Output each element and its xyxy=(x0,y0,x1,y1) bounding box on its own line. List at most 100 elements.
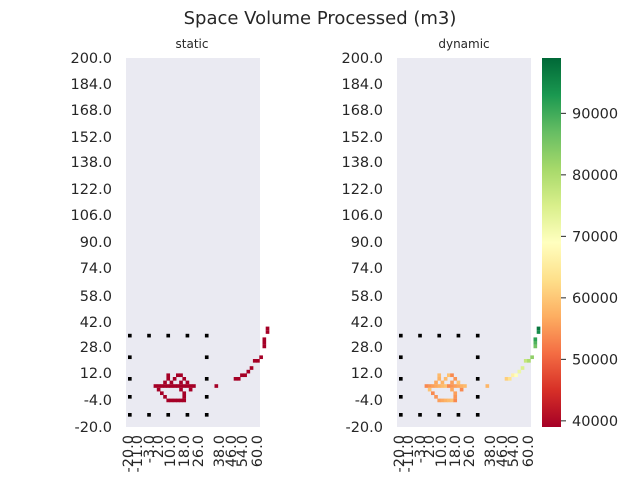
y-tick-label: 74.0 xyxy=(80,261,112,277)
heatmap-cell xyxy=(185,333,190,338)
heatmap-cell xyxy=(233,377,238,381)
heatmap-cell xyxy=(147,333,151,338)
heatmap-cell xyxy=(166,373,171,378)
heatmap-cell xyxy=(459,384,464,388)
x-tick-label: -11.0 xyxy=(401,435,417,473)
x-tick-label: 26.0 xyxy=(462,435,478,467)
heatmap-cell xyxy=(450,384,454,388)
heatmap-cell xyxy=(128,413,132,417)
x-tick-label: 46.0 xyxy=(224,435,240,467)
heatmap-cell xyxy=(533,344,538,349)
heatmap-cell xyxy=(265,330,270,334)
y-tick-label: 200.0 xyxy=(70,51,112,67)
heatmap-cell xyxy=(434,395,438,399)
x-tick-label: 18.0 xyxy=(448,435,464,467)
heatmap-cell xyxy=(447,398,451,403)
heatmap-cell xyxy=(204,333,209,338)
y-tick-label: 152.0 xyxy=(70,130,112,146)
heatmap-cell xyxy=(179,380,183,385)
heatmap-cell xyxy=(450,373,454,378)
panel-title-static: static xyxy=(176,37,209,51)
heatmap-cell xyxy=(475,377,480,381)
colorbar-tick-label: 50000 xyxy=(572,352,618,368)
heatmap-cell xyxy=(166,413,171,417)
y-tick-label: 90.0 xyxy=(351,235,383,251)
heatmap-cell xyxy=(166,333,171,338)
y-tick-label: 58.0 xyxy=(351,289,383,305)
heatmap-cell xyxy=(259,355,263,360)
x-tick-label: 2.0 xyxy=(151,435,167,458)
heatmap-cell xyxy=(453,398,458,403)
heatmap-cell xyxy=(179,387,183,392)
x-tick-label: 26.0 xyxy=(191,435,207,467)
heatmap-cell xyxy=(179,398,183,403)
heatmap-cell xyxy=(185,413,190,417)
heatmap-cell xyxy=(172,398,177,403)
heatmap-cell xyxy=(262,337,267,342)
colorbar-tick-labels: 40000 50000 60000 70000 80000 90000 xyxy=(561,106,618,430)
heatmap-cell xyxy=(459,387,464,392)
heatmap-cell xyxy=(399,377,403,381)
x-tick-label: 54.0 xyxy=(235,435,251,467)
heatmap-cell xyxy=(160,384,164,388)
y-tick-label: -20.0 xyxy=(345,420,383,436)
heatmap-cell xyxy=(437,333,442,338)
heatmap-cell xyxy=(204,395,209,399)
heatmap-cell xyxy=(182,395,187,399)
heatmap-cell xyxy=(475,395,480,399)
y-tick-label: 106.0 xyxy=(70,208,112,224)
heatmap-cell xyxy=(485,384,490,388)
heatmap-cell xyxy=(456,333,461,338)
heatmap-cell xyxy=(437,413,442,417)
heatmap-cells-dynamic xyxy=(399,326,541,417)
heatmap-cell xyxy=(182,398,187,403)
heatmap-cell xyxy=(456,380,461,385)
y-tick-labels-static: 200.0 184.0 168.0 152.0 138.0 122.0 106.0 90.0 7… xyxy=(70,51,112,436)
colorbar-tick-label: 60000 xyxy=(572,291,618,307)
heatmap-cell xyxy=(453,395,458,399)
heatmap-cell xyxy=(453,391,458,396)
heatmap-cell xyxy=(163,384,167,388)
heatmap-cell xyxy=(440,380,445,385)
y-tick-label: 200.0 xyxy=(341,51,383,67)
heatmap-cell xyxy=(166,377,171,381)
x-tick-label: -3.0 xyxy=(142,435,158,463)
heatmap-cell xyxy=(252,359,257,363)
y-tick-label: 42.0 xyxy=(80,315,112,331)
heatmap-cell xyxy=(256,359,260,363)
heatmap-cell xyxy=(431,391,435,396)
x-tick-label: 10.0 xyxy=(434,435,450,467)
heatmap-cell xyxy=(163,380,167,385)
heatmap-cell xyxy=(527,359,531,363)
y-tick-label: 122.0 xyxy=(70,182,112,198)
heatmap-cell xyxy=(463,384,467,388)
heatmap-cell xyxy=(172,384,177,388)
heatmap-cell xyxy=(443,398,448,403)
heatmap-cell xyxy=(185,384,190,388)
heatmap-cell xyxy=(450,380,454,385)
y-tick-label: 138.0 xyxy=(70,155,112,171)
heatmap-cell xyxy=(240,373,244,378)
heatmap-cell xyxy=(418,333,422,338)
y-tick-label: 58.0 xyxy=(80,289,112,305)
heatmap-cell xyxy=(507,377,512,381)
heatmap-cell xyxy=(536,326,541,331)
heatmap-cell xyxy=(156,384,161,388)
heatmap-cell xyxy=(475,333,480,338)
heatmap-cell xyxy=(431,384,435,388)
heatmap-cell xyxy=(424,384,429,388)
y-tick-label: 106.0 xyxy=(341,208,383,224)
heatmap-cell xyxy=(246,369,251,374)
heatmap-cell xyxy=(517,369,522,374)
x-tick-label: 60.0 xyxy=(521,435,537,467)
heatmap-cell xyxy=(450,387,454,392)
heatmap-cell xyxy=(434,384,438,388)
y-tick-label: 90.0 xyxy=(80,235,112,251)
heatmap-cell xyxy=(176,398,180,403)
y-tick-label: 184.0 xyxy=(70,77,112,93)
heatmap-cell xyxy=(179,373,183,378)
heatmap-cell xyxy=(437,377,442,381)
heatmap-cell xyxy=(399,395,403,399)
heatmap-cell xyxy=(176,384,180,388)
